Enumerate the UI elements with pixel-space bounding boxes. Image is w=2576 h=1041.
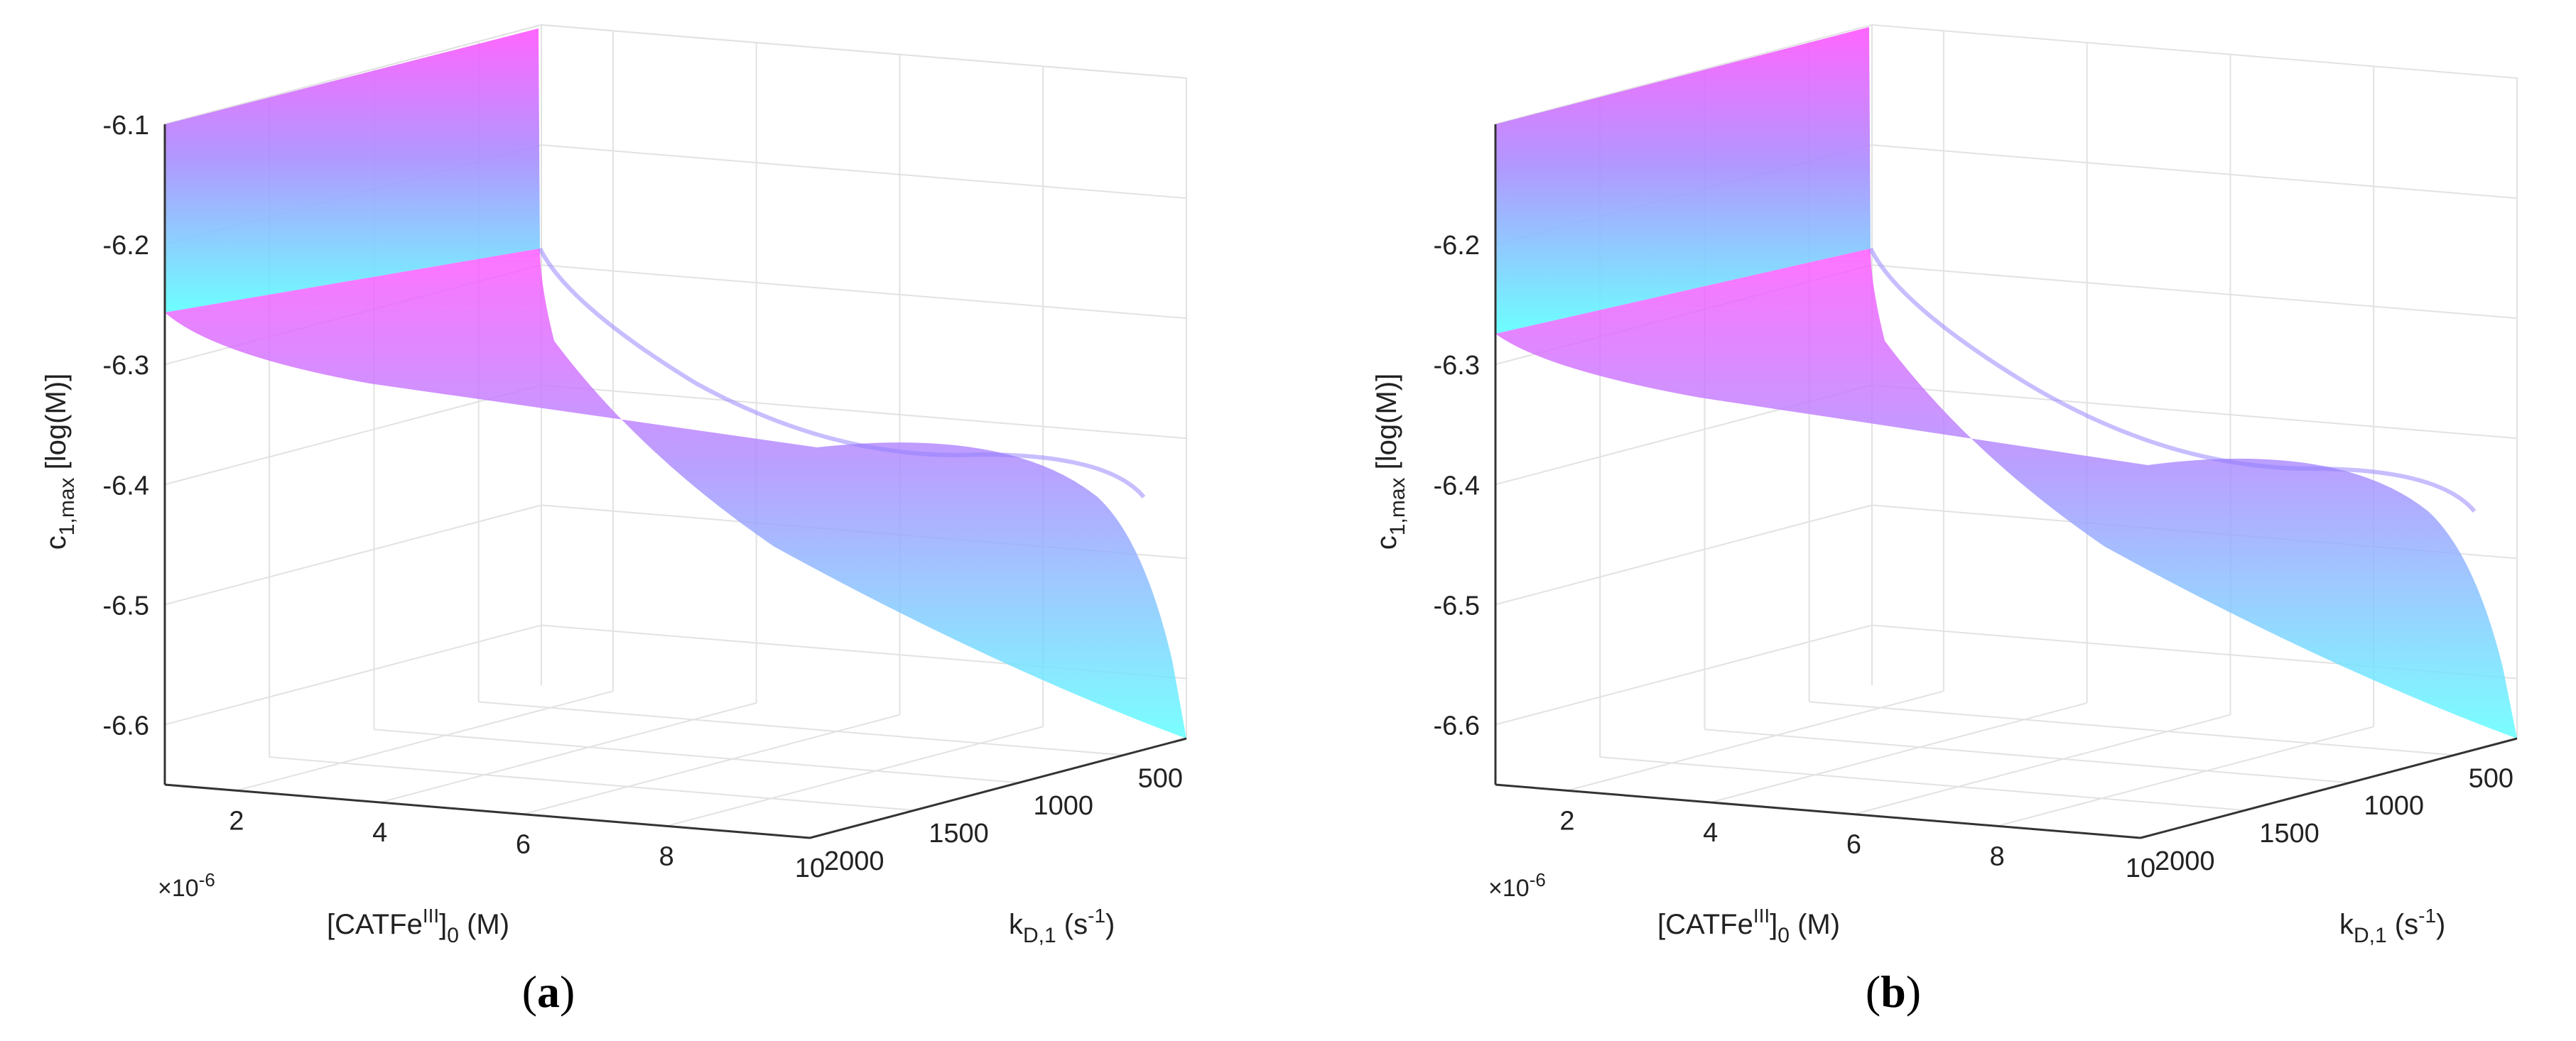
x-axis-line bbox=[164, 783, 811, 839]
x-gridline-floor bbox=[523, 714, 900, 815]
axes bbox=[163, 124, 1187, 839]
surface bbox=[165, 28, 1186, 738]
y-tick-label: 2000 bbox=[824, 846, 884, 876]
surface-ridge bbox=[1868, 247, 2477, 513]
y-tick-label: 1500 bbox=[929, 819, 989, 849]
x-gridline-floor bbox=[1996, 726, 2374, 827]
y-gridline-floor bbox=[374, 729, 1019, 784]
surface-face-main bbox=[1495, 249, 2517, 738]
z-tick-label: -6.4 bbox=[1434, 471, 1480, 501]
z-tick-label: -6.4 bbox=[103, 471, 149, 501]
z-gridline-back bbox=[541, 384, 1187, 440]
x-axis-label: [CATFeIII]0 (M) bbox=[1657, 905, 1840, 947]
y-gridline-floor bbox=[1600, 756, 2246, 812]
z-tick-label: -6.2 bbox=[1434, 231, 1480, 261]
x-tick-label: 10 bbox=[2126, 854, 2155, 883]
surface-face-main bbox=[165, 249, 1186, 738]
x-gridline-floor bbox=[236, 690, 614, 792]
z-gridline-side bbox=[1495, 624, 1873, 726]
z-tick-label: -6.2 bbox=[103, 231, 149, 261]
gridlines bbox=[164, 23, 1187, 839]
x-gridline-floor bbox=[1853, 714, 2231, 815]
box-back-edge bbox=[1495, 23, 2518, 738]
z-tick-label: -6.3 bbox=[1434, 351, 1480, 381]
y-tick-label: 1500 bbox=[2259, 819, 2320, 849]
z-gridline-back bbox=[541, 264, 1187, 320]
y-tick-label: 1000 bbox=[2364, 791, 2424, 821]
panel-a: -6.1 -6.2 -6.3 -6.4 -6.5 -6.6 2 4 6 8 10 500 1000 150… bbox=[40, 23, 1187, 1017]
chart-b: -6.2 -6.3 -6.4 -6.5 -6.6 2 4 6 8 10 500 1000 1500 200… bbox=[1371, 23, 2518, 947]
box-back-edge bbox=[164, 23, 1187, 738]
tick-labels: -6.2 -6.3 -6.4 -6.5 -6.6 2 4 6 8 10 500 1000 1500 200… bbox=[1434, 231, 2514, 883]
x-gridline-floor bbox=[1710, 702, 2087, 803]
panel-label: (a) bbox=[521, 966, 575, 1017]
x-tick-label: 10 bbox=[795, 854, 825, 883]
x-tick-label: 8 bbox=[1990, 841, 2005, 871]
z-tick-label: -6.3 bbox=[103, 351, 149, 381]
axes bbox=[1494, 124, 2518, 839]
z-tick-label: -6.1 bbox=[103, 111, 149, 141]
z-tick-label: -6.5 bbox=[1434, 591, 1480, 621]
z-tick-label: -6.6 bbox=[103, 711, 149, 741]
z-gridline-back bbox=[1871, 144, 2518, 200]
z-gridline-back bbox=[1871, 384, 2518, 440]
x-tick-label: 4 bbox=[372, 818, 387, 848]
panel-label: (b) bbox=[1865, 966, 1922, 1017]
surface-face-back bbox=[165, 28, 540, 312]
surface-ridge bbox=[538, 247, 1146, 498]
y-axis-line bbox=[2140, 737, 2518, 839]
x-gridline-floor bbox=[666, 726, 1044, 827]
z-gridline-side bbox=[164, 504, 542, 606]
y-axis-line bbox=[809, 737, 1187, 839]
y-axis-label: kD,1 (s-1) bbox=[1009, 905, 1115, 947]
z-gridline-back bbox=[1871, 264, 2518, 320]
z-gridline-side bbox=[164, 384, 542, 486]
x-gridline-floor bbox=[1566, 690, 1944, 792]
y-gridline-floor bbox=[1704, 729, 2350, 784]
z-axis-label: c1,max [log(M)] bbox=[40, 374, 79, 550]
z-gridline-back bbox=[541, 144, 1187, 200]
z-gridline-side bbox=[164, 624, 542, 726]
x-axis-exponent: ×10-6 bbox=[1488, 869, 1546, 902]
tick-labels: -6.1 -6.2 -6.3 -6.4 -6.5 -6.6 2 4 6 8 10 500 1000 150… bbox=[103, 111, 1184, 883]
y-gridline-floor bbox=[269, 756, 915, 812]
z-axis-label: c1,max [log(M)] bbox=[1371, 374, 1409, 550]
chart-a: -6.1 -6.2 -6.3 -6.4 -6.5 -6.6 2 4 6 8 10 500 1000 150… bbox=[40, 23, 1187, 947]
x-tick-label: 2 bbox=[1559, 806, 1574, 836]
z-tick-label: -6.5 bbox=[103, 591, 149, 621]
y-tick-label: 2000 bbox=[2155, 846, 2215, 876]
z-gridline-side bbox=[1495, 504, 1873, 606]
surface-face-back bbox=[1495, 27, 1871, 334]
x-tick-label: 2 bbox=[229, 806, 244, 836]
axis-labels: c1,max [log(M)] ×10-6 [CATFeIII]0 (M) kD… bbox=[1371, 374, 2445, 947]
x-axis-line bbox=[1495, 783, 2141, 839]
y-gridline-floor bbox=[1809, 701, 2455, 756]
x-tick-label: 6 bbox=[1846, 830, 1861, 860]
x-axis-label: [CATFeIII]0 (M) bbox=[327, 905, 509, 947]
y-tick-label: 500 bbox=[1138, 763, 1183, 793]
y-gridline-floor bbox=[478, 701, 1124, 756]
x-tick-label: 6 bbox=[516, 830, 531, 860]
x-axis-exponent: ×10-6 bbox=[158, 869, 215, 902]
x-tick-label: 4 bbox=[1703, 818, 1718, 848]
x-gridline-floor bbox=[379, 702, 757, 803]
y-tick-label: 500 bbox=[2469, 763, 2513, 793]
z-tick-label: -6.6 bbox=[1434, 711, 1480, 741]
y-tick-label: 1000 bbox=[1033, 791, 1093, 821]
y-axis-label: kD,1 (s-1) bbox=[2339, 905, 2445, 947]
axis-labels: c1,max [log(M)] ×10-6 [CATFeIII]0 (M) kD… bbox=[40, 374, 1115, 947]
panel-b: -6.2 -6.3 -6.4 -6.5 -6.6 2 4 6 8 10 500 1000 1500 200… bbox=[1331, 0, 2576, 1041]
surface bbox=[1495, 27, 2517, 738]
x-tick-label: 8 bbox=[659, 841, 674, 871]
